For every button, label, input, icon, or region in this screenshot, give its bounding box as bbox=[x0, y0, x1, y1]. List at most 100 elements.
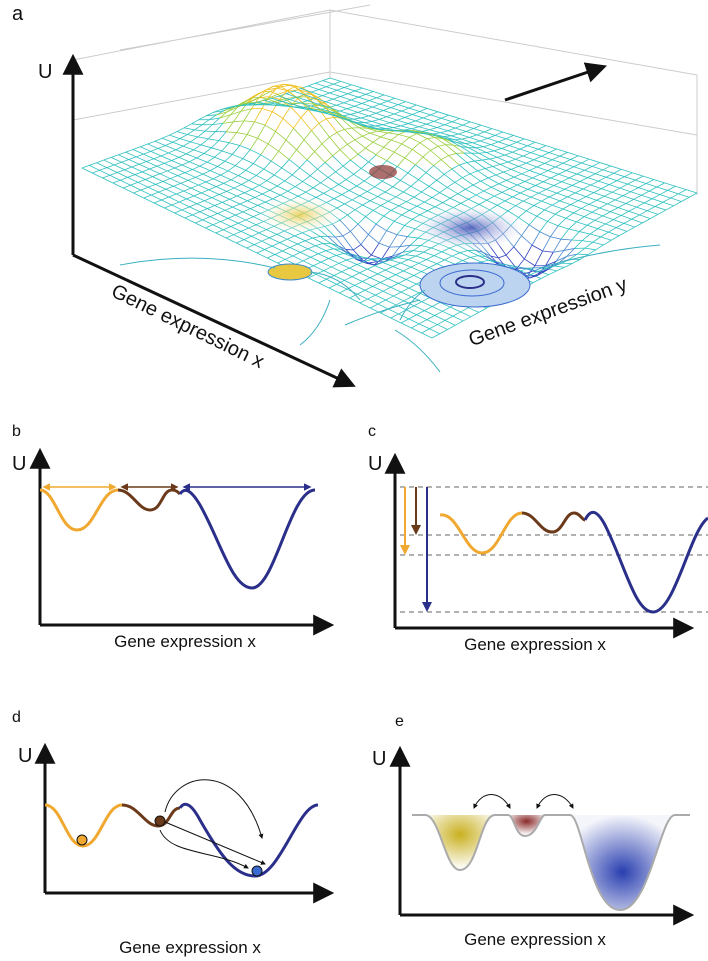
mesh-line bbox=[593, 237, 601, 242]
mesh-line bbox=[520, 149, 531, 153]
mesh-line bbox=[508, 159, 516, 162]
mesh-line bbox=[612, 192, 623, 196]
mesh-line bbox=[441, 118, 452, 121]
mesh-line bbox=[315, 83, 326, 86]
mesh-line bbox=[97, 160, 104, 163]
mesh-line bbox=[247, 134, 258, 138]
orange-curve bbox=[40, 490, 118, 530]
mesh-line bbox=[326, 87, 337, 90]
mesh-line bbox=[640, 215, 651, 219]
mesh-line bbox=[449, 155, 460, 165]
mesh-line bbox=[417, 206, 428, 210]
mesh-line bbox=[177, 132, 187, 135]
mesh-line bbox=[393, 266, 403, 270]
mesh-line bbox=[423, 157, 434, 166]
mesh-line bbox=[598, 177, 606, 181]
mesh-line bbox=[311, 254, 319, 258]
mesh-line bbox=[577, 248, 585, 254]
mesh-line bbox=[393, 187, 404, 192]
mesh-line bbox=[502, 148, 513, 152]
mesh-line bbox=[162, 135, 169, 138]
mesh-line bbox=[324, 267, 332, 271]
mesh-line bbox=[496, 175, 507, 180]
mesh-line bbox=[429, 325, 437, 329]
mesh-line bbox=[104, 160, 114, 165]
mesh-line bbox=[213, 222, 220, 225]
mesh-line bbox=[461, 199, 469, 203]
mesh-line bbox=[326, 117, 333, 118]
mesh-line bbox=[306, 188, 313, 192]
mesh-line bbox=[117, 173, 127, 178]
mesh-line bbox=[437, 125, 444, 128]
mesh-line bbox=[176, 194, 186, 199]
mesh-line bbox=[103, 178, 113, 183]
mesh-line bbox=[354, 118, 361, 119]
mesh-line bbox=[509, 142, 517, 145]
mesh-line bbox=[469, 135, 477, 138]
mesh-line bbox=[552, 205, 563, 209]
mesh-line bbox=[100, 168, 107, 171]
mesh-line bbox=[313, 266, 323, 271]
mesh-line bbox=[447, 182, 455, 187]
mesh-line bbox=[536, 186, 547, 190]
mesh-line bbox=[502, 189, 510, 193]
mesh-line bbox=[494, 148, 502, 150]
mesh-line bbox=[391, 108, 402, 111]
mesh-line bbox=[550, 237, 561, 239]
mesh-line bbox=[132, 164, 139, 167]
mesh-line bbox=[182, 162, 189, 165]
mesh-line bbox=[438, 145, 446, 147]
mesh-line bbox=[378, 197, 389, 202]
mesh-line bbox=[337, 132, 348, 144]
mesh-line bbox=[589, 159, 600, 162]
mesh-line bbox=[331, 184, 339, 189]
mesh-line bbox=[613, 215, 621, 219]
mesh-line bbox=[375, 181, 383, 187]
mesh-line bbox=[401, 288, 409, 292]
mesh-line bbox=[355, 205, 363, 210]
mesh-line bbox=[198, 185, 208, 190]
mesh-line bbox=[503, 132, 514, 135]
mesh-line bbox=[315, 243, 323, 245]
mesh-line bbox=[160, 174, 170, 179]
mesh-line bbox=[322, 93, 329, 96]
mesh-line bbox=[465, 143, 473, 144]
mesh-line bbox=[324, 193, 334, 198]
mesh-line bbox=[444, 136, 452, 137]
mesh-line bbox=[373, 92, 384, 95]
mesh-line bbox=[274, 175, 284, 181]
mesh-line bbox=[450, 194, 458, 199]
mesh-line bbox=[574, 213, 585, 217]
mesh-line bbox=[336, 253, 344, 255]
mesh-line bbox=[306, 192, 316, 197]
mesh-line bbox=[532, 178, 543, 182]
mesh-line bbox=[475, 161, 486, 168]
mesh-line bbox=[519, 163, 527, 166]
mesh-line bbox=[585, 248, 596, 250]
mesh-line bbox=[169, 153, 179, 157]
mesh-line bbox=[574, 208, 582, 212]
mesh-line bbox=[524, 259, 535, 266]
mesh-line bbox=[400, 180, 411, 186]
mesh-line bbox=[222, 202, 232, 207]
mesh-line bbox=[424, 248, 432, 252]
mesh-line bbox=[522, 174, 533, 178]
mesh-line bbox=[136, 157, 146, 162]
mesh-line bbox=[616, 228, 627, 232]
mesh-line bbox=[429, 186, 440, 192]
mesh-line bbox=[451, 134, 459, 136]
mesh-line bbox=[516, 206, 527, 211]
mesh-line bbox=[323, 81, 334, 84]
mesh-line bbox=[274, 168, 281, 175]
mesh-line bbox=[200, 162, 207, 166]
mesh-line bbox=[442, 311, 452, 316]
mesh-line bbox=[671, 194, 679, 198]
mesh-line bbox=[396, 192, 404, 197]
mesh-line bbox=[376, 224, 386, 231]
mesh-line bbox=[463, 317, 471, 321]
mesh-line bbox=[295, 236, 305, 241]
mesh-line bbox=[560, 197, 568, 201]
mesh-line bbox=[191, 120, 198, 124]
mesh-line bbox=[569, 229, 580, 232]
mesh-line bbox=[148, 141, 155, 144]
